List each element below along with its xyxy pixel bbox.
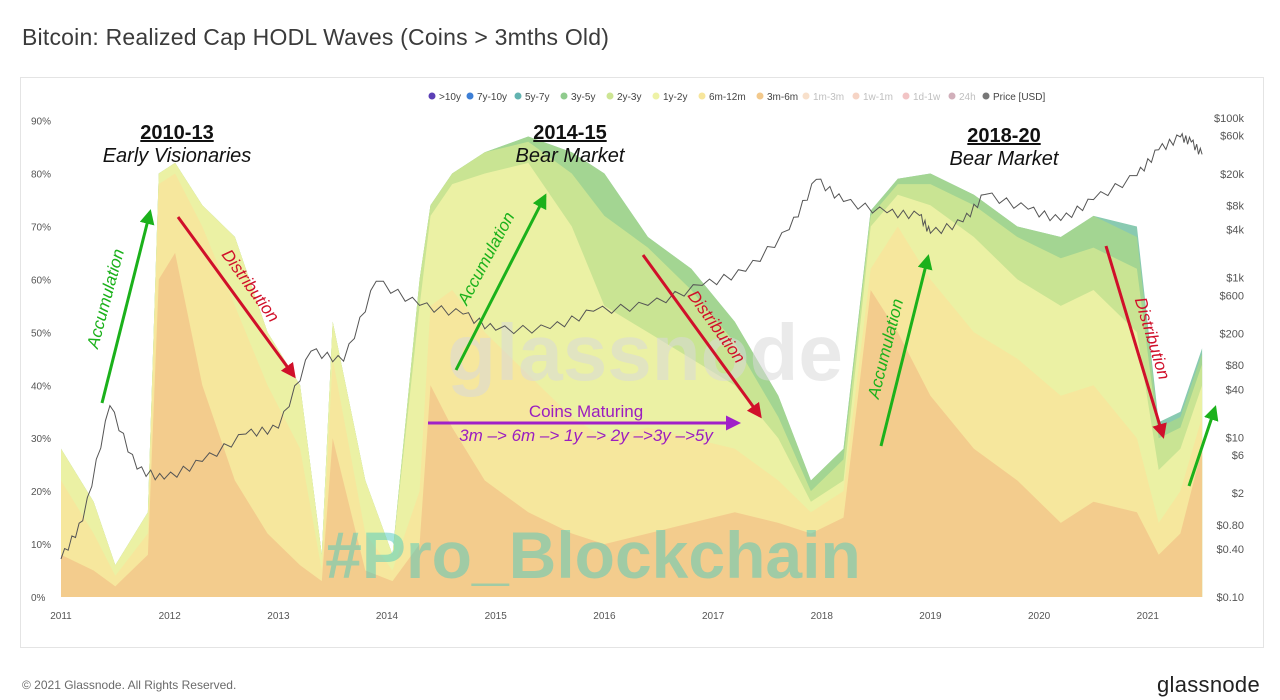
legend-swatch [466,92,474,100]
legend: >10y 7y-10y 5y-7y 3y-5y 2y-3y 1y-2y 6m-12m 3m-6… [428,92,1045,103]
glassnode-logo-text: glassnode [1157,672,1260,697]
legend-swatch [514,92,522,100]
price-tick-label: $100k [1214,113,1244,125]
legend-item[interactable]: 5y-7y [525,92,549,103]
coins-maturing-sequence: 3m –> 6m –> 1y –> 2y –>3y –>5y [459,426,714,445]
legend-swatch [802,92,810,100]
accumulation-arrow-1 [100,209,155,404]
x-tick-label: 2021 [1137,611,1160,622]
legend-swatch [652,92,660,100]
x-tick-label: 2011 [50,611,72,622]
y-tick-label: 50% [31,328,51,339]
price-usd-line [60,132,1203,560]
price-tick-label: $4k [1226,225,1244,237]
period-year-2: 2014-15 [533,122,606,144]
footer-copyright: © 2021 Glassnode. All Rights Reserved. [22,678,237,692]
price-tick-label: $600 [1220,290,1244,302]
legend-item[interactable]: 1y-2y [663,92,687,103]
coins-maturing-title: Coins Maturing [529,402,643,421]
legend-swatch [756,92,764,100]
legend-swatch [902,92,910,100]
y-tick-label: 10% [31,540,51,551]
legend-item[interactable]: 1d-1w [913,92,941,103]
y-tick-label: 80% [31,170,51,181]
period-label-2: Bear Market [516,145,626,167]
x-tick-label: 2015 [485,611,508,622]
price-tick-label: $20k [1220,169,1244,181]
period-year-3: 2018-20 [967,125,1040,147]
distribution-arrow-3 [1104,245,1167,439]
y-tick-label: 20% [31,487,51,498]
price-tick-label: $0.40 [1216,544,1244,556]
legend-item[interactable]: 3y-5y [571,92,595,103]
footer-logo: glassnode [1157,672,1260,698]
price-tick-label: $0.10 [1216,592,1244,604]
y-tick-label: 70% [31,223,51,234]
price-tick-label: $0.80 [1216,520,1244,532]
y-tick-label: 40% [31,381,51,392]
legend-swatch [698,92,706,100]
legend-item[interactable]: 6m-12m [709,92,746,103]
period-year-1: 2010-13 [140,122,213,144]
price-line [60,132,1203,560]
y-tick-label: 90% [31,117,51,128]
price-tick-label: $1k [1226,273,1244,285]
price-tick-label: $6 [1232,450,1244,462]
chart-title: Bitcoin: Realized Cap HODL Waves (Coins … [22,24,610,50]
legend-swatch [560,92,568,100]
area-3m-6m [61,252,1203,597]
legend-swatch [606,92,614,100]
legend-item[interactable]: 24h [959,92,976,103]
glassnode-watermark: glassnode [447,308,843,397]
accumulation-arrow-4 [1187,405,1219,487]
legend-item[interactable]: 1w-1m [863,92,893,103]
distribution-arrow-2 [641,254,762,419]
chart-frame [20,77,1264,648]
x-tick-label: 2017 [702,611,725,622]
x-tick-label: 2019 [919,611,942,622]
x-tick-label: 2013 [267,611,290,622]
x-tick-label: 2012 [159,611,182,622]
price-tick-label: $40 [1226,384,1244,396]
period-label-1: Early Visionaries [103,145,252,167]
legend-item[interactable]: 1m-3m [813,92,844,103]
legend-swatch [948,92,956,100]
price-tick-label: $200 [1220,329,1244,341]
y-tick-label: 0% [31,593,46,604]
x-tick-label: 2020 [1028,611,1051,622]
price-tick-label: $60k [1220,131,1244,143]
x-tick-label: 2018 [811,611,834,622]
accumulation-label-1: Accumulation [83,247,128,351]
hodl-areas [61,136,1203,598]
accumulation-arrow-3 [879,254,933,447]
chart-svg: glassnode 0% 10% 20% 30% 40% 50% 60% 70% 80% 90% $… [31,92,1244,622]
accumulation-arrow-2 [454,193,547,371]
price-tick-label: $10 [1226,432,1244,444]
y-tick-label: 60% [31,275,51,286]
legend-item[interactable]: 3m-6m [767,92,798,103]
price-tick-label: $2 [1232,488,1244,500]
price-tick-label: $8k [1226,201,1244,213]
y-tick-label: 30% [31,434,51,445]
legend-item[interactable]: 2y-3y [617,92,641,103]
legend-item[interactable]: Price [USD] [993,92,1045,103]
legend-item[interactable]: >10y [439,92,461,103]
price-tick-label: $80 [1226,360,1244,372]
x-tick-label: 2014 [376,611,399,622]
pro-blockchain-watermark: #Pro_Blockchain [325,518,861,592]
legend-item[interactable]: 7y-10y [477,92,507,103]
period-label-3: Bear Market [950,148,1060,170]
x-tick-label: 2016 [593,611,616,622]
legend-swatch [852,92,860,100]
axes: 0% 10% 20% 30% 40% 50% 60% 70% 80% 90% $100k $60k $2… [31,113,1244,622]
legend-swatch [428,92,436,100]
legend-swatch [982,92,990,100]
distribution-arrow-1 [176,216,296,379]
